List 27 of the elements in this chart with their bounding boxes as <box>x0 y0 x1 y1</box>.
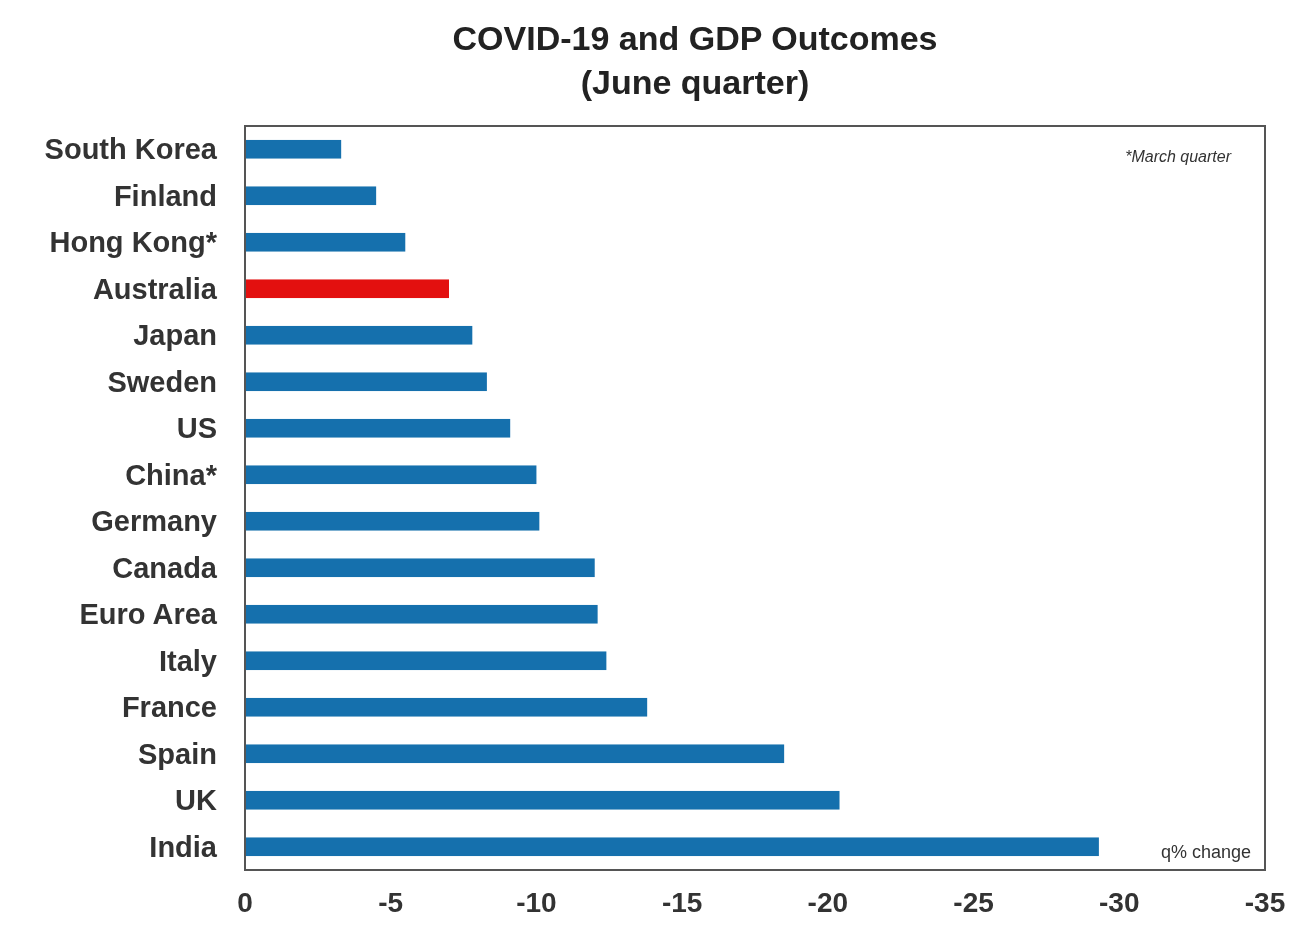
y-tick-label: Sweden <box>107 365 217 398</box>
chart-title: COVID-19 and GDP Outcomes (June quarter) <box>452 19 938 101</box>
y-tick-label: Japan <box>133 319 217 352</box>
y-tick-label: Hong Kong* <box>49 226 218 259</box>
annotation: q% change <box>1160 842 1251 862</box>
y-tick-label: Italy <box>158 644 217 677</box>
y-tick-label: UK <box>175 784 218 817</box>
x-tick-label: -5 <box>378 887 404 918</box>
y-tick-label: US <box>176 412 217 445</box>
y-tick-label: South Korea <box>44 133 218 166</box>
y-tick-label: India <box>149 830 218 863</box>
y-tick-label: Germany <box>91 505 217 538</box>
y-tick-label: Australia <box>92 272 218 305</box>
x-tick-label: 0 <box>237 887 253 918</box>
x-tick-label: -10 <box>516 887 557 918</box>
x-tick-label: -30 <box>1099 887 1140 918</box>
y-tick-label: Canada <box>112 551 218 584</box>
y-tick-label: Finland <box>113 179 217 212</box>
x-tick-label: -15 <box>661 887 703 918</box>
y-tick-label: France <box>121 691 217 724</box>
y-tick-label: Spain <box>138 737 217 770</box>
y-tick-label: Euro Area <box>79 598 218 631</box>
x-tick-label: -20 <box>807 887 849 918</box>
y-tick-label: China* <box>125 458 218 491</box>
x-tick-label: -35 <box>1244 887 1286 918</box>
annotation: *March quarter <box>1125 148 1232 165</box>
x-tick-label: -25 <box>953 887 994 918</box>
